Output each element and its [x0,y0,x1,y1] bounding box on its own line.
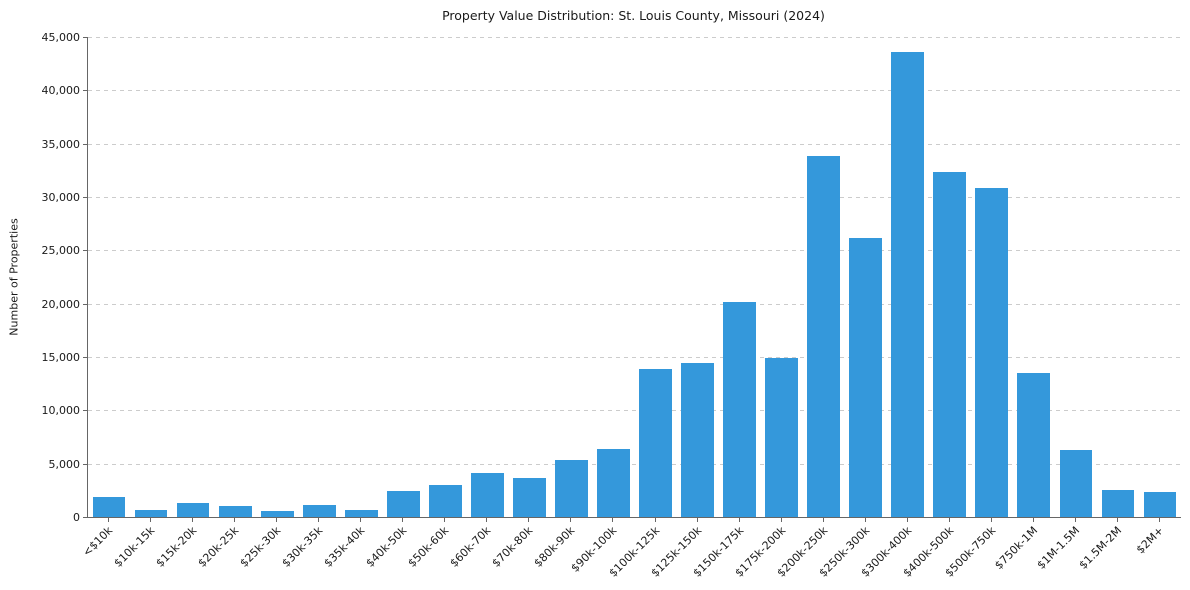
bar [513,477,546,517]
bar [134,509,168,517]
x-tick-mark [486,518,488,522]
gridline [88,357,1181,358]
gridline [88,303,1181,305]
x-tick-mark [1032,518,1034,522]
x-tick-mark [234,518,236,522]
x-tick-mark [696,518,698,522]
y-tick-mark [83,357,87,358]
x-tick-mark [192,518,194,522]
bar [723,301,756,517]
x-tick-mark [822,518,824,522]
bar [975,188,1009,517]
gridline [88,410,1181,412]
y-tick-mark [83,197,87,198]
y-tick-mark [83,463,87,465]
gridline [88,463,1181,465]
x-tick-mark [1116,518,1118,522]
x-tick-mark [990,518,992,522]
y-tick-mark [83,90,87,92]
y-tick-label: 5,000 [48,457,81,471]
x-tick-mark [654,518,656,522]
bar [933,172,967,517]
bar [849,237,883,517]
x-tick-mark [1158,518,1160,522]
bar [1059,449,1093,517]
bar [218,506,252,517]
chart-title: Property Value Distribution: St. Louis C… [442,8,825,23]
y-tick-mark [83,517,87,518]
y-tick-mark [83,410,87,412]
bar [639,368,672,517]
x-tick-mark [570,518,572,522]
bar [1101,490,1135,517]
bar [386,491,420,517]
y-tick-label: 20,000 [41,297,81,311]
y-tick-label: 25,000 [41,244,81,258]
x-tick-mark [1074,518,1076,522]
bar [344,510,378,517]
y-tick-label: 30,000 [41,191,81,204]
x-tick-mark [360,518,362,522]
gridline [88,37,1181,38]
x-tick-mark [906,518,908,522]
x-tick-mark [318,518,320,522]
gridline [88,250,1181,252]
bar [597,448,630,517]
x-tick-mark [108,518,110,522]
bar [260,511,294,517]
y-tick-mark [83,37,87,38]
y-tick-label: 10,000 [41,404,81,418]
x-tick-mark [864,518,866,522]
y-tick-label: 35,000 [41,137,81,151]
y-tick-mark [83,303,87,305]
x-tick-mark [402,518,404,522]
bar [891,51,925,517]
x-tick-mark [528,518,530,522]
bar [555,460,588,517]
y-tick-label: 45,000 [41,31,81,44]
plot-area [87,37,1181,518]
x-tick-mark [444,518,446,522]
bar [176,503,210,517]
bar [807,156,841,517]
y-tick-label: 0 [73,511,80,524]
y-tick-label: 15,000 [41,351,81,364]
x-tick-mark [738,518,740,522]
x-tick-mark [612,518,614,522]
gridline [88,90,1181,92]
gridline [88,197,1181,198]
y-axis-label: Number of Properties [7,218,21,336]
gridline [88,143,1181,145]
x-tick-mark [780,518,782,522]
bar [428,485,462,517]
x-tick-mark [948,518,950,522]
bar [470,473,504,517]
y-tick-mark [83,250,87,252]
bar [1143,492,1177,517]
bar [765,358,799,517]
bar [681,363,714,517]
x-tick-mark [276,518,278,522]
x-tick-mark [150,518,152,522]
y-tick-label: 40,000 [41,84,81,98]
bar [302,505,336,517]
bar [92,496,126,517]
y-tick-mark [83,143,87,145]
bar [1017,373,1051,517]
